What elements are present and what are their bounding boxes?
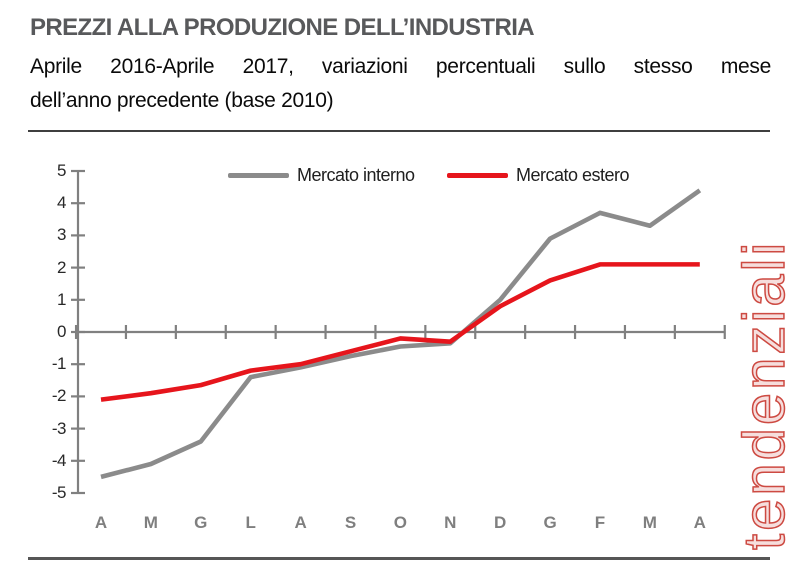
chart-area: Mercato interno Mercato estero 5 4 3 2 1 0 -1 -… [0,140,800,550]
legend-label-interno: Mercato interno [297,164,415,185]
x-tick-label-month: F [594,513,606,532]
x-tick-label-month: G [194,513,208,532]
y-tick-label: 3 [57,225,66,245]
y-tick-label: -4 [51,450,67,470]
legend-line-swatch-interno [228,172,289,178]
y-tick-label: -2 [51,386,67,406]
y-tick-label: 2 [57,257,66,277]
x-tick-label-month: M [642,513,657,532]
figure-subtitle: Aprile 2016-Aprile 2017, variazioni perc… [30,50,771,118]
legend-item-mercato-interno: Mercato interno [228,165,415,185]
x-tick-label-month: G [543,513,557,532]
series-line-mercato-interno [100,188,702,480]
top-divider [28,130,770,132]
y-tick-label: -5 [51,483,67,502]
bottom-divider [28,557,770,560]
x-tick-label-month: A [693,513,706,532]
y-tick-label: 5 [57,161,66,180]
watermark-tendenziali: tendenziali [731,239,798,551]
x-tick-label-month: D [494,513,507,532]
x-tick-label-month: L [245,513,256,532]
legend-label-estero: Mercato estero [516,164,630,185]
subtitle-line-2: dell’anno precedente (base 2010) [30,89,334,112]
x-tick-label-month: O [393,513,407,532]
x-tick-label-month: A [94,513,108,532]
y-tick-label: 0 [57,322,66,341]
figure-title: PREZZI ALLA PRODUZIONE DELL’INDUSTRIA [30,14,535,41]
y-tick-label: 1 [57,289,66,309]
legend-item-mercato-estero: Mercato estero [447,164,630,185]
y-tick-label: 4 [57,193,66,213]
x-tick-label-month: N [444,513,457,532]
y-tick-label: -1 [51,354,67,374]
y-tick-label: -3 [51,418,67,438]
x-tick-label-month: S [344,513,357,532]
subtitle-line-1: Aprile 2016-Aprile 2017, variazioni perc… [30,55,771,78]
x-tick-label-month: M [143,513,158,532]
legend-line-swatch-estero [447,172,508,178]
line-plot [71,169,726,495]
series-line-mercato-estero [100,262,700,402]
x-tick-label-month: A [294,513,307,532]
